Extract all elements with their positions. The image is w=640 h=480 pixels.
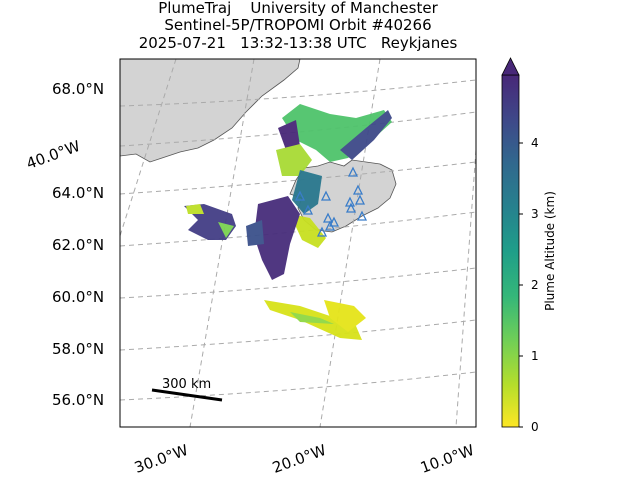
volcano-triangle: [322, 212, 334, 223]
colorbar-tick-3: 3: [531, 207, 539, 221]
volcano-triangle: [354, 194, 366, 205]
volcano-triangle: [347, 166, 359, 177]
volcano-triangle: [356, 210, 368, 221]
colorbar-tick-1: 1: [531, 349, 539, 363]
colorbar-ticks: [519, 142, 523, 428]
colorbar-extend-arrow: [501, 57, 520, 76]
volcano-triangle: [324, 220, 336, 231]
map-area: [120, 59, 476, 427]
volcano-triangle: [302, 204, 314, 215]
colorbar-tick-2: 2: [531, 278, 539, 292]
lat-label-62: 62.0°N: [52, 236, 105, 254]
scale-bar: [151, 388, 223, 402]
volcano-triangle: [352, 184, 364, 195]
volcano-triangle: [316, 226, 328, 237]
graticule: [120, 59, 476, 427]
lat-label-56: 56.0°N: [52, 391, 105, 409]
greenland-land: [120, 59, 301, 163]
scale-bar-label: 300 km: [162, 377, 212, 392]
volcano-triangle: [294, 190, 306, 201]
title-line-1: PlumeTraj University of Manchester: [158, 0, 438, 17]
title-line-3: 2025-07-21 13:32-13:38 UTC Reykjanes: [138, 34, 458, 52]
volcano-triangle: [345, 202, 357, 213]
lat-label-68: 68.0°N: [52, 80, 105, 98]
volcano-markers: [294, 166, 368, 237]
colorbar-tick-4: 4: [531, 136, 539, 150]
colorbar-tick-0: 0: [531, 420, 539, 434]
colorbar: [501, 74, 520, 428]
lat-label-58: 58.0°N: [52, 340, 105, 358]
map-border: [119, 58, 477, 428]
plume-patches: [184, 104, 392, 340]
colorbar-label: Plume Altitude (km): [543, 191, 557, 311]
title-line-2: Sentinel-5P/TROPOMI Orbit #40266: [164, 16, 432, 34]
volcano-triangle: [320, 190, 332, 201]
volcano-triangle: [328, 216, 340, 227]
lat-label-64: 64.0°N: [52, 184, 105, 202]
lat-label-60: 60.0°N: [52, 288, 105, 306]
